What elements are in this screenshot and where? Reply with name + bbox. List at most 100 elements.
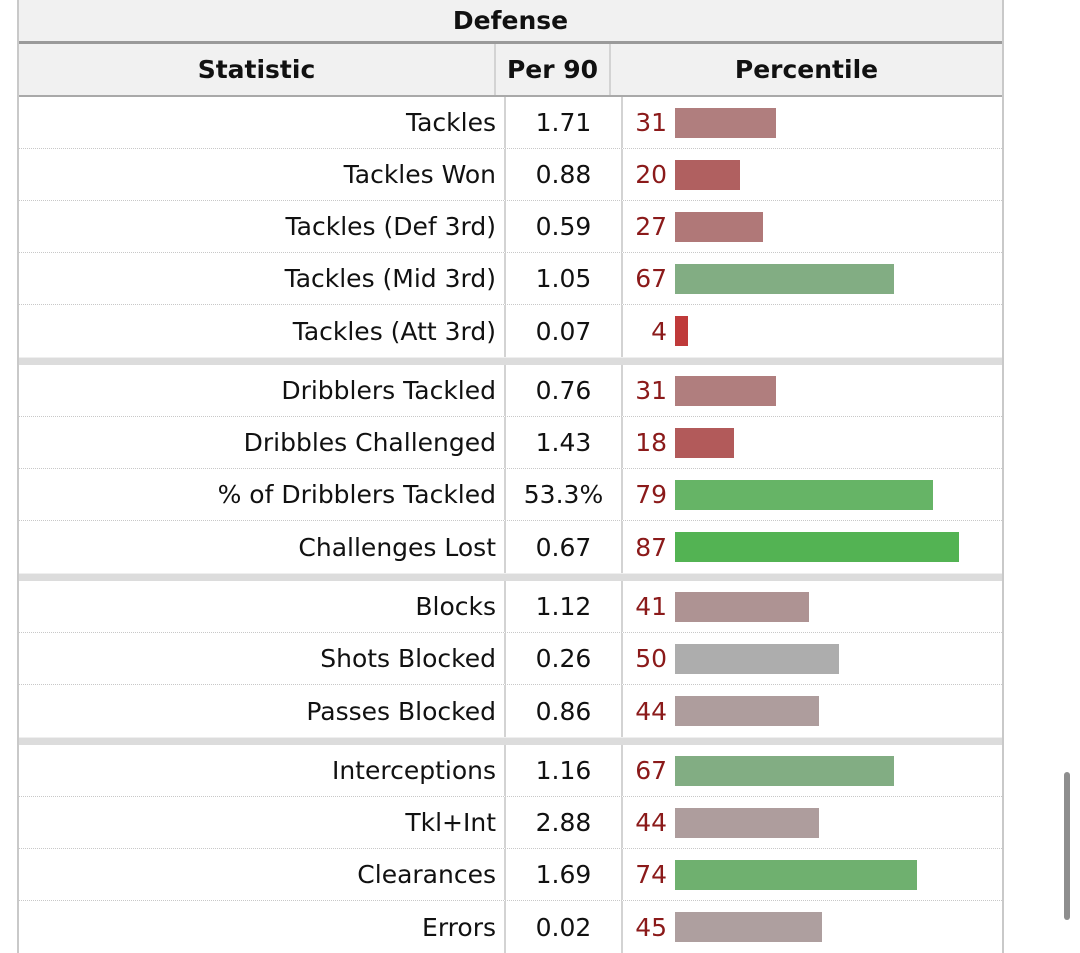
defense-stats-table: Defense Statistic Per 90 Percentile Tack… <box>17 0 1004 953</box>
per90-value: 1.43 <box>506 417 623 468</box>
percentile-value: 74 <box>635 860 667 889</box>
table-row: Tackles (Mid 3rd) 1.05 67 <box>19 253 1002 305</box>
per90-value: 0.67 <box>506 521 623 573</box>
table-body: Tackles 1.71 31 Tackles Won 0.88 20 Tackles (D… <box>19 97 1002 953</box>
percentile-value: 4 <box>651 316 667 346</box>
percentile-cell: 18 <box>623 417 1002 468</box>
per90-value: 2.88 <box>506 797 623 848</box>
per90-value: 0.59 <box>506 201 623 252</box>
table-row: Passes Blocked 0.86 44 <box>19 685 1002 737</box>
percentile-cell: 44 <box>623 797 1002 848</box>
table-header-row: Statistic Per 90 Percentile <box>19 44 1002 97</box>
percentile-value: 87 <box>635 532 667 562</box>
percentile-bar <box>675 107 776 138</box>
table-row: Dribbles Challenged 1.43 18 <box>19 417 1002 469</box>
percentile-bar <box>675 159 740 190</box>
table-row: Tackles Won 0.88 20 <box>19 149 1002 201</box>
header-statistic[interactable]: Statistic <box>19 44 496 95</box>
stat-name: Tackles (Mid 3rd) <box>19 253 506 304</box>
percentile-cell: 74 <box>623 849 1002 900</box>
percentile-value: 20 <box>635 160 667 189</box>
percentile-value: 67 <box>635 756 667 785</box>
table-row: Tkl+Int 2.88 44 <box>19 797 1002 849</box>
stat-name: Passes Blocked <box>19 685 506 737</box>
per90-value: 53.3% <box>506 469 623 520</box>
table-row: % of Dribblers Tackled 53.3% 79 <box>19 469 1002 521</box>
percentile-bar <box>675 211 763 242</box>
percentile-cell: 44 <box>623 685 1002 737</box>
stat-name: Dribblers Tackled <box>19 365 506 416</box>
table-row: Tackles (Att 3rd) 0.07 4 <box>19 305 1002 357</box>
table-row: Blocks 1.12 41 <box>19 581 1002 633</box>
stat-name: Tackles Won <box>19 149 506 200</box>
percentile-cell: 4 <box>623 305 1002 357</box>
percentile-bar <box>675 755 894 786</box>
percentile-bar <box>675 532 959 562</box>
per90-value: 0.88 <box>506 149 623 200</box>
percentile-bar <box>675 427 734 458</box>
header-percentile[interactable]: Percentile <box>734 55 879 84</box>
stat-name: Clearances <box>19 849 506 900</box>
percentile-value: 45 <box>635 912 667 942</box>
percentile-cell: 45 <box>623 901 1002 953</box>
stat-name: Tackles <box>19 97 506 148</box>
group-separator <box>19 737 1002 745</box>
percentile-cell: 31 <box>623 365 1002 416</box>
percentile-cell: 67 <box>623 253 1002 304</box>
stat-name: Tackles (Att 3rd) <box>19 305 506 357</box>
group-separator <box>19 357 1002 365</box>
percentile-bar <box>675 316 688 346</box>
group-separator <box>19 573 1002 581</box>
per90-value: 0.76 <box>506 365 623 416</box>
percentile-value: 27 <box>635 212 667 241</box>
stat-name: Blocks <box>19 581 506 632</box>
percentile-value: 31 <box>635 376 667 405</box>
stat-name: Interceptions <box>19 745 506 796</box>
percentile-value: 50 <box>635 644 667 673</box>
stat-name: Errors <box>19 901 506 953</box>
stat-name: Tkl+Int <box>19 797 506 848</box>
table-title: Defense <box>19 0 1002 44</box>
percentile-cell: 79 <box>623 469 1002 520</box>
percentile-cell: 50 <box>623 633 1002 684</box>
table-row: Shots Blocked 0.26 50 <box>19 633 1002 685</box>
percentile-bar <box>675 807 819 838</box>
percentile-value: 67 <box>635 264 667 293</box>
per90-value: 1.16 <box>506 745 623 796</box>
percentile-bar <box>675 479 933 510</box>
header-per-90[interactable]: Per 90 <box>496 44 611 95</box>
stat-name: % of Dribblers Tackled <box>19 469 506 520</box>
percentile-value: 44 <box>635 808 667 837</box>
percentile-cell: 67 <box>623 745 1002 796</box>
percentile-cell: 20 <box>623 149 1002 200</box>
table-row: Clearances 1.69 74 <box>19 849 1002 901</box>
percentile-bar <box>675 643 839 674</box>
percentile-cell: 31 <box>623 97 1002 148</box>
percentile-bar <box>675 591 809 622</box>
table-row: Challenges Lost 0.67 87 <box>19 521 1002 573</box>
percentile-value: 31 <box>635 108 667 137</box>
table-row: Tackles 1.71 31 <box>19 97 1002 149</box>
table-row: Interceptions 1.16 67 <box>19 745 1002 797</box>
table-row: Tackles (Def 3rd) 0.59 27 <box>19 201 1002 253</box>
percentile-cell: 41 <box>623 581 1002 632</box>
percentile-cell: 27 <box>623 201 1002 252</box>
percentile-bar <box>675 912 822 942</box>
percentile-bar <box>675 696 819 726</box>
per90-value: 1.12 <box>506 581 623 632</box>
percentile-value: 79 <box>635 480 667 509</box>
table-row: Errors 0.02 45 <box>19 901 1002 953</box>
percentile-value: 44 <box>635 696 667 726</box>
percentile-value: 18 <box>635 428 667 457</box>
percentile-bar <box>675 375 776 406</box>
per90-value: 0.07 <box>506 305 623 357</box>
stat-name: Dribbles Challenged <box>19 417 506 468</box>
percentile-bar <box>675 859 917 890</box>
percentile-value: 41 <box>635 592 667 621</box>
stat-name: Challenges Lost <box>19 521 506 573</box>
per90-value: 0.02 <box>506 901 623 953</box>
table-row: Dribblers Tackled 0.76 31 <box>19 365 1002 417</box>
per90-value: 1.05 <box>506 253 623 304</box>
per90-value: 1.69 <box>506 849 623 900</box>
vertical-scrollbar[interactable] <box>1064 772 1070 920</box>
